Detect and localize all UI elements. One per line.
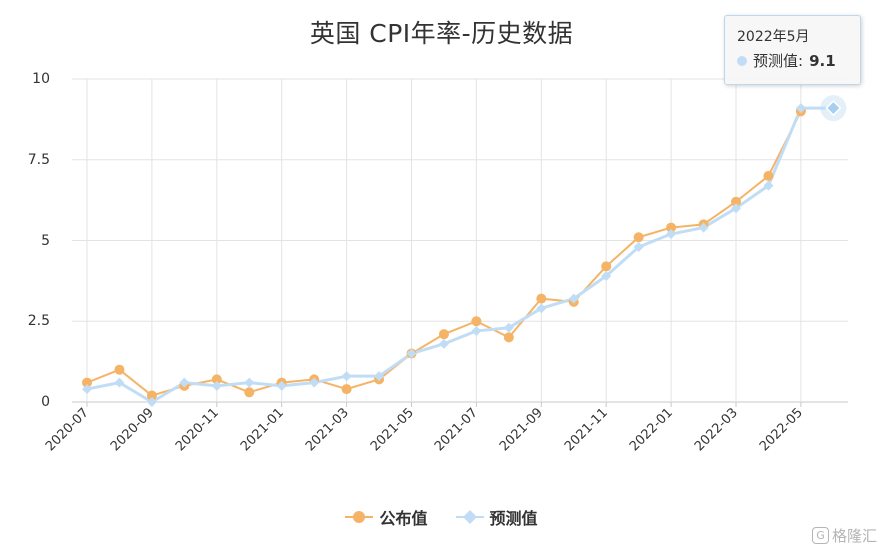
tooltip-date: 2022年5月 xyxy=(737,29,810,45)
data-point-forecast xyxy=(309,377,320,388)
chart-title: 英国 CPI年率-历史数据 xyxy=(309,19,574,48)
y-tick-label: 5 xyxy=(41,232,50,249)
data-point-published xyxy=(146,390,157,401)
data-point-published xyxy=(763,170,774,181)
data-point-forecast xyxy=(731,203,741,214)
data-point-forecast xyxy=(438,338,449,349)
y-tick-label: 10 xyxy=(32,71,50,87)
tooltip-series-dot-icon xyxy=(737,55,747,66)
data-point-forecast xyxy=(536,303,547,314)
data-point-published xyxy=(536,293,547,304)
data-point-published xyxy=(471,316,482,327)
watermark: G 格隆汇 xyxy=(811,525,877,546)
data-point-published xyxy=(341,384,352,395)
data-point-forecast xyxy=(633,241,644,252)
data-point-forecast xyxy=(406,348,417,359)
data-point-forecast xyxy=(244,377,255,388)
data-point-forecast xyxy=(374,371,385,382)
legend-label-published: 公布值 xyxy=(379,509,428,528)
legend-diamond-icon xyxy=(455,510,484,524)
hover-point-forecast xyxy=(825,100,842,117)
data-point-forecast xyxy=(666,229,677,240)
data-point-forecast xyxy=(763,180,774,191)
data-point-forecast xyxy=(698,222,709,233)
watermark-text: 格隆汇 xyxy=(831,527,877,545)
data-point-forecast xyxy=(341,371,352,382)
data-point-forecast xyxy=(211,380,222,391)
series-line-published xyxy=(86,110,802,397)
chart-legend: 公布值 预测值 xyxy=(0,505,883,529)
y-tick-label: 2.5 xyxy=(27,313,50,330)
data-point-forecast xyxy=(471,325,482,336)
data-point-forecast xyxy=(795,103,806,114)
y-tick-label: 0 xyxy=(41,394,50,410)
data-point-published xyxy=(438,329,449,340)
data-point-forecast xyxy=(82,384,92,395)
data-point-published xyxy=(601,261,612,272)
series-line-forecast xyxy=(86,106,834,404)
tooltip-row: 预测值: 9.1 xyxy=(737,50,848,71)
hover-tooltip: 2022年5月 预测值: 9.1 xyxy=(724,15,861,85)
data-point-forecast xyxy=(179,377,190,388)
legend-circle-icon xyxy=(345,511,374,523)
data-point-forecast xyxy=(146,397,157,407)
data-point-published xyxy=(211,374,222,385)
data-point-published xyxy=(503,332,514,343)
data-point-published xyxy=(114,364,125,375)
data-point-forecast xyxy=(114,377,125,388)
tooltip-value: 9.1 xyxy=(809,51,836,70)
data-point-forecast xyxy=(568,293,579,304)
legend-item-published[interactable]: 公布值 xyxy=(345,505,428,529)
data-point-published xyxy=(82,377,92,388)
data-point-forecast xyxy=(276,380,287,391)
data-point-published xyxy=(731,196,741,207)
data-point-published xyxy=(633,232,644,243)
gelonghui-logo-icon: G xyxy=(811,527,829,544)
data-point-forecast xyxy=(601,271,612,282)
y-tick-label: 7.5 xyxy=(27,151,50,168)
data-point-published xyxy=(666,222,677,233)
legend-label-forecast: 预测值 xyxy=(489,509,538,528)
legend-item-forecast[interactable]: 预测值 xyxy=(455,505,538,529)
data-point-published xyxy=(244,387,255,398)
data-point-forecast xyxy=(503,322,514,333)
tooltip-series-label: 预测值: xyxy=(753,52,804,70)
